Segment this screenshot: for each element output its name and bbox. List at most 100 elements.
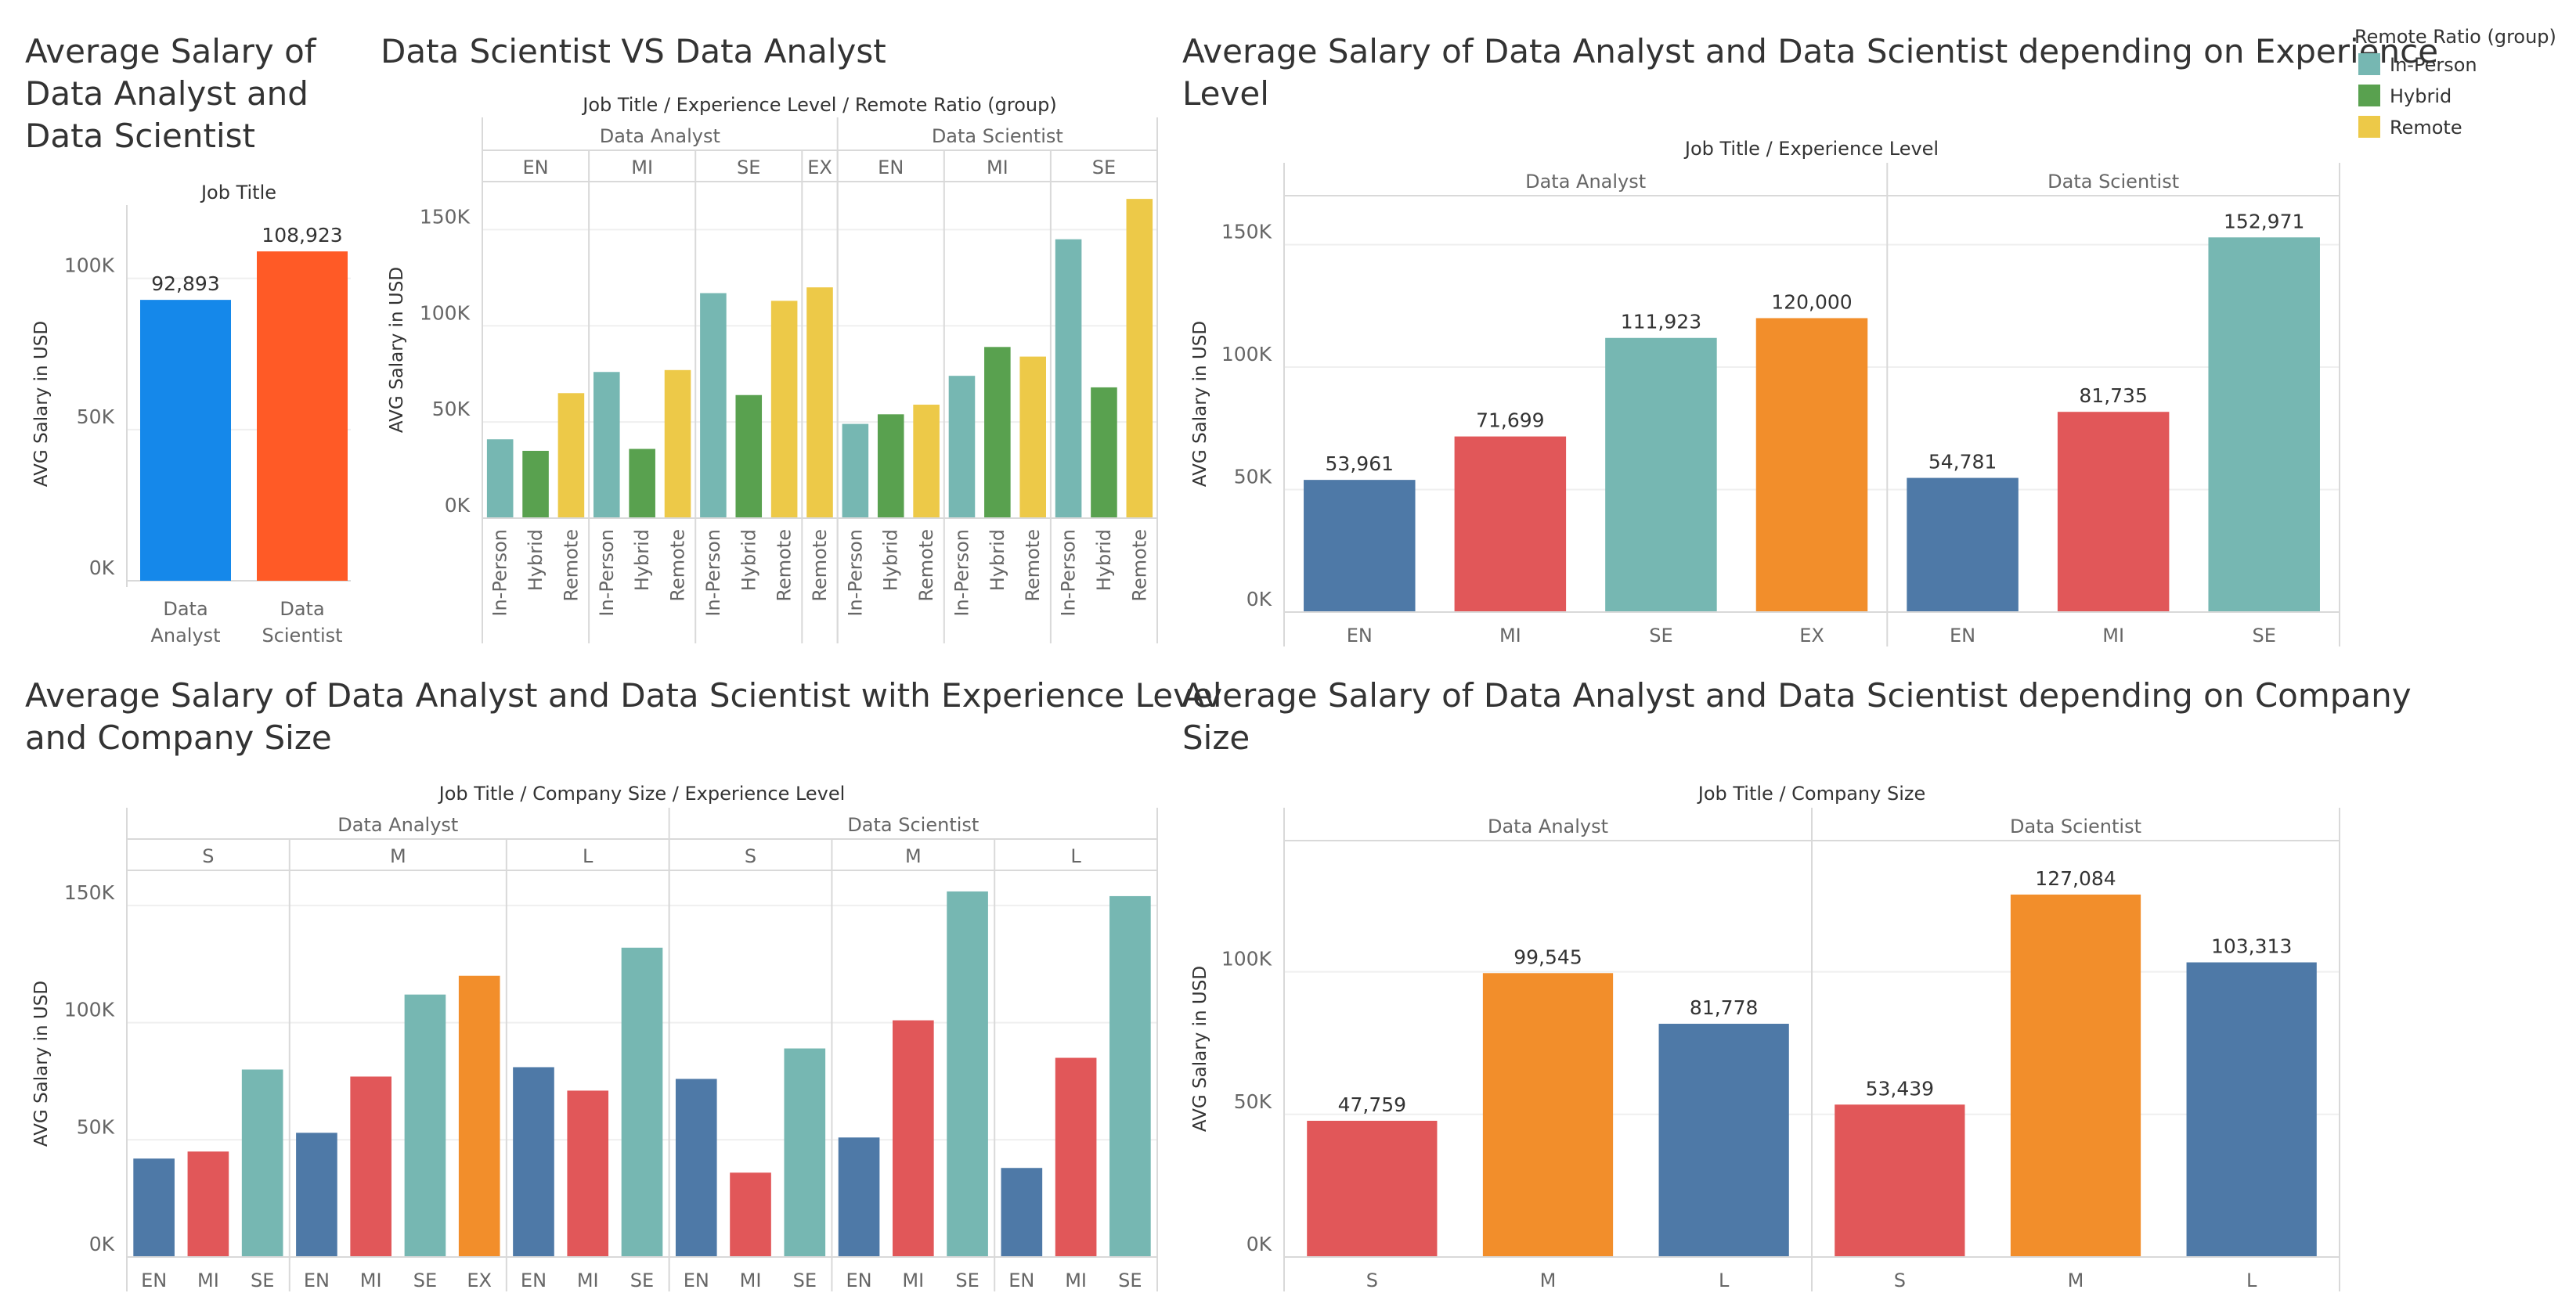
chart-average-salary: Average Salary of Data Analyst and Data Sc… [25,32,351,646]
data-label: 81,735 [2079,384,2147,407]
bar [522,451,549,518]
bar [187,1151,229,1257]
group-label: Data Analyst [1525,171,1646,193]
x-tick-label: EN [1008,1270,1034,1291]
y-tick-label: 50K [432,398,471,420]
bar [1126,199,1153,518]
x-tick-label: EN [1950,625,1975,646]
chart-title: Size [1182,719,1250,757]
x-tick-label: SE [630,1270,654,1291]
bar [629,448,655,518]
x-tick-label: EX [467,1270,492,1291]
legend-swatch [2358,116,2380,138]
bar [984,347,1011,518]
y-tick-label: 50K [1234,466,1272,488]
x-tick-label: MI [360,1270,382,1291]
x-tick-label: L [1719,1270,1730,1291]
column-header: Job Title [200,182,276,203]
x-tick-label: Hybrid [738,529,759,591]
bar [735,394,763,518]
bar [2010,894,2141,1257]
x-tick-label: MI [197,1270,219,1291]
x-tick-label: Hybrid [631,529,653,591]
y-tick-label: 150K [64,881,115,904]
chart-title: Data Analyst and [25,74,308,113]
chart-comp: Average Salary of Data Analyst and Data … [1182,676,2412,1291]
column-header: Job Title / Company Size [1697,783,1925,805]
bar [842,423,869,518]
column-header: Job Title / Company Size / Experience Le… [438,783,846,805]
x-tick-label: MI [902,1270,924,1291]
subgroup-label: MI [987,157,1008,178]
x-tick-label: In-Person [951,529,972,617]
data-label: 111,923 [1621,311,1701,333]
bar [1019,356,1046,518]
x-tick-label: SE [955,1270,979,1291]
chart-title: Level [1182,74,1269,113]
subgroup-label: S [745,845,756,867]
x-tick-label: Remote [1022,529,1044,602]
group-label: Data Analyst [600,125,720,147]
x-tick-label: MI [1499,625,1521,646]
bar [947,891,988,1257]
x-tick-label: Hybrid [880,529,902,591]
data-label: 81,778 [1690,996,1758,1019]
x-tick-label: Remote [774,529,796,602]
y-tick-label: 0K [445,494,471,517]
data-label: 120,000 [1771,290,1852,313]
x-tick-label: Remote [1128,529,1150,602]
bar [770,301,798,518]
data-label: 99,545 [1513,945,1582,968]
data-label: 103,313 [2211,935,2292,958]
x-tick-label: In-Person [1058,529,1080,617]
data-label: 127,084 [2035,867,2116,890]
bar [133,1158,175,1257]
legend-title: Remote Ratio (group) [2354,26,2556,48]
bar [296,1133,337,1257]
bar [877,414,904,518]
group-label: Data Scientist [932,125,1063,147]
x-tick-label: In-Person [844,529,866,617]
group-label: Data Analyst [337,814,458,836]
x-tick-label: EX [1799,625,1824,646]
y-axis-label: AVG Salary in USD [1190,966,1210,1132]
y-tick-label: 100K [64,254,115,277]
x-tick-label: SE [2253,625,2276,646]
chart-title: Data Scientist [25,117,255,155]
chart-title: and Company Size [25,719,332,757]
x-tick-label: Analyst [150,625,220,646]
chart-title: Average Salary of [25,32,317,70]
y-tick-label: 50K [77,405,115,428]
y-axis-label: AVG Salary in USD [31,321,52,487]
bar [1109,895,1151,1257]
data-label: 92,893 [151,272,219,295]
chart-title: Average Salary of Data Analyst and Data … [1182,32,2438,70]
subgroup-label: M [905,845,922,867]
x-tick-label: Scientist [262,625,342,646]
subgroup-label: L [1070,845,1081,867]
y-tick-label: 0K [1247,588,1272,610]
group-label: Data Analyst [1488,816,1608,837]
subgroup-label: EX [807,157,832,178]
group-label: Data Scientist [2047,171,2179,193]
x-tick-label: Data [163,598,207,620]
y-tick-label: 0K [89,556,115,579]
bar [2186,962,2317,1257]
x-tick-label: In-Person [489,529,511,617]
x-tick-label: SE [251,1270,274,1291]
bar [1605,337,1717,612]
chart-title: Average Salary of Data Analyst and Data … [25,676,1222,715]
y-tick-label: 50K [1234,1090,1272,1113]
y-tick-label: 100K [64,999,115,1021]
x-tick-label: In-Person [702,529,724,617]
x-tick-label: SE [793,1270,817,1291]
chart-title: Data Scientist VS Data Analyst [381,32,886,70]
bar [593,372,620,518]
bar [700,293,727,518]
bar [557,393,585,518]
bar [838,1137,880,1257]
x-tick-label: MI [577,1270,599,1291]
x-tick-label: MI [2102,625,2124,646]
subgroup-label: M [390,845,406,867]
